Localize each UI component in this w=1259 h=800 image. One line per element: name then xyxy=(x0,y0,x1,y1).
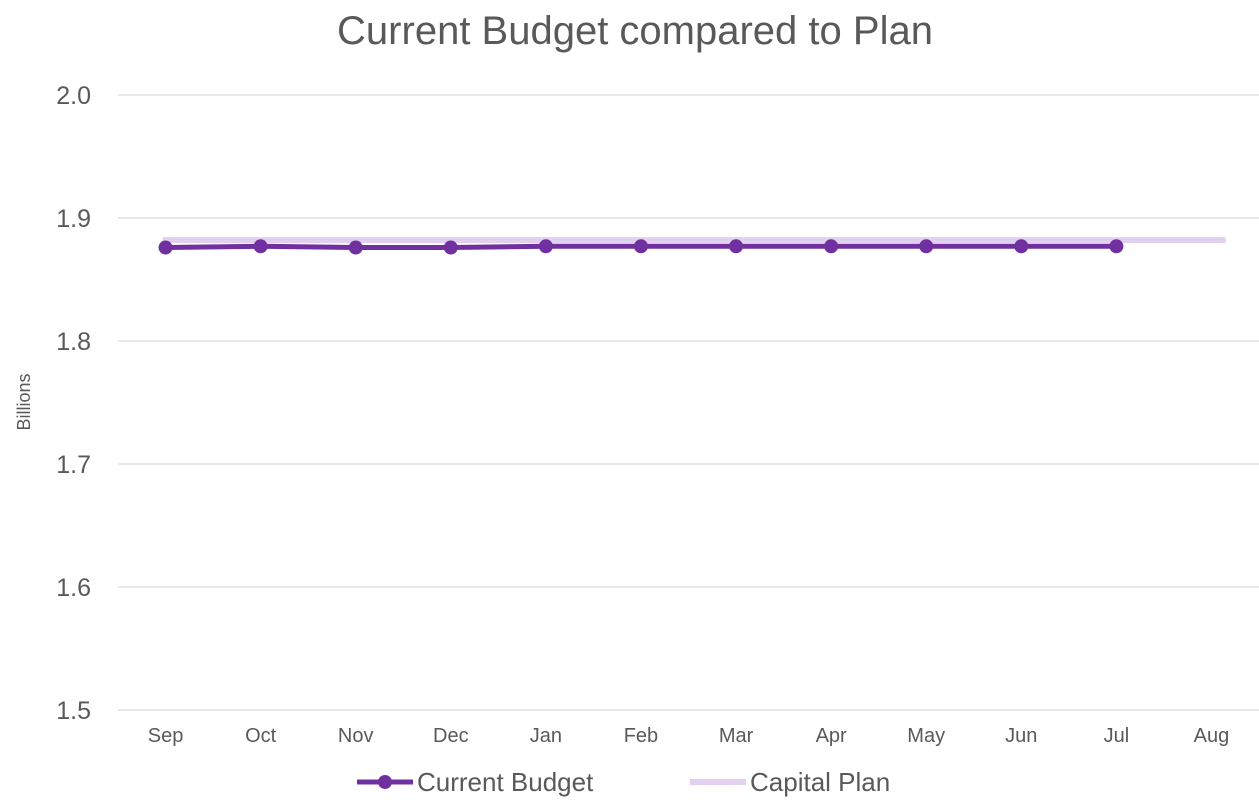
current-budget-point xyxy=(443,240,458,255)
current-budget-point xyxy=(538,239,553,254)
y-tick-label: 1.7 xyxy=(56,451,91,479)
chart-title: Current Budget compared to Plan xyxy=(337,9,933,53)
y-axis-label: Billions xyxy=(14,373,34,430)
current-budget-point xyxy=(348,240,363,255)
x-tick-label: Jun xyxy=(1005,725,1037,747)
x-tick-label: May xyxy=(907,725,945,747)
legend-label-capital-plan: Capital Plan xyxy=(750,767,890,797)
y-tick-label: 1.8 xyxy=(56,328,91,356)
current-budget-point xyxy=(919,239,934,254)
y-tick-label: 2.0 xyxy=(56,82,91,110)
x-tick-label: Aug xyxy=(1194,725,1230,747)
x-tick-label: Mar xyxy=(719,725,754,747)
current-budget-point xyxy=(633,239,648,254)
x-tick-label: Jan xyxy=(530,725,562,747)
y-tick-label: 1.6 xyxy=(56,574,91,602)
current-budget-point xyxy=(158,240,173,255)
y-tick-label: 1.9 xyxy=(56,205,91,233)
x-axis-ticks: Sep Oct Nov Dec Jan Feb Mar Apr May Jun Jul Aug xyxy=(148,725,1230,747)
gridlines xyxy=(118,94,1259,711)
legend: Current Budget Capital Plan xyxy=(357,767,890,797)
current-budget-point xyxy=(824,239,839,254)
y-tick-label: 1.5 xyxy=(56,697,91,725)
x-tick-label: Feb xyxy=(624,725,658,747)
legend-label-current-budget: Current Budget xyxy=(417,767,594,797)
current-budget-point xyxy=(1014,239,1029,254)
x-tick-label: Dec xyxy=(433,725,469,747)
x-tick-label: Oct xyxy=(245,725,277,747)
x-tick-label: Nov xyxy=(338,725,374,747)
current-budget-point xyxy=(253,239,268,254)
legend-marker-current-budget xyxy=(378,775,392,789)
series-lines xyxy=(158,237,1226,255)
current-budget-point xyxy=(729,239,744,254)
x-tick-label: Apr xyxy=(816,725,847,747)
x-tick-label: Jul xyxy=(1104,725,1130,747)
y-axis-ticks: 1.5 1.6 1.7 1.8 1.9 2.0 xyxy=(56,82,91,725)
x-tick-label: Sep xyxy=(148,725,184,747)
current-budget-point xyxy=(1109,239,1124,254)
